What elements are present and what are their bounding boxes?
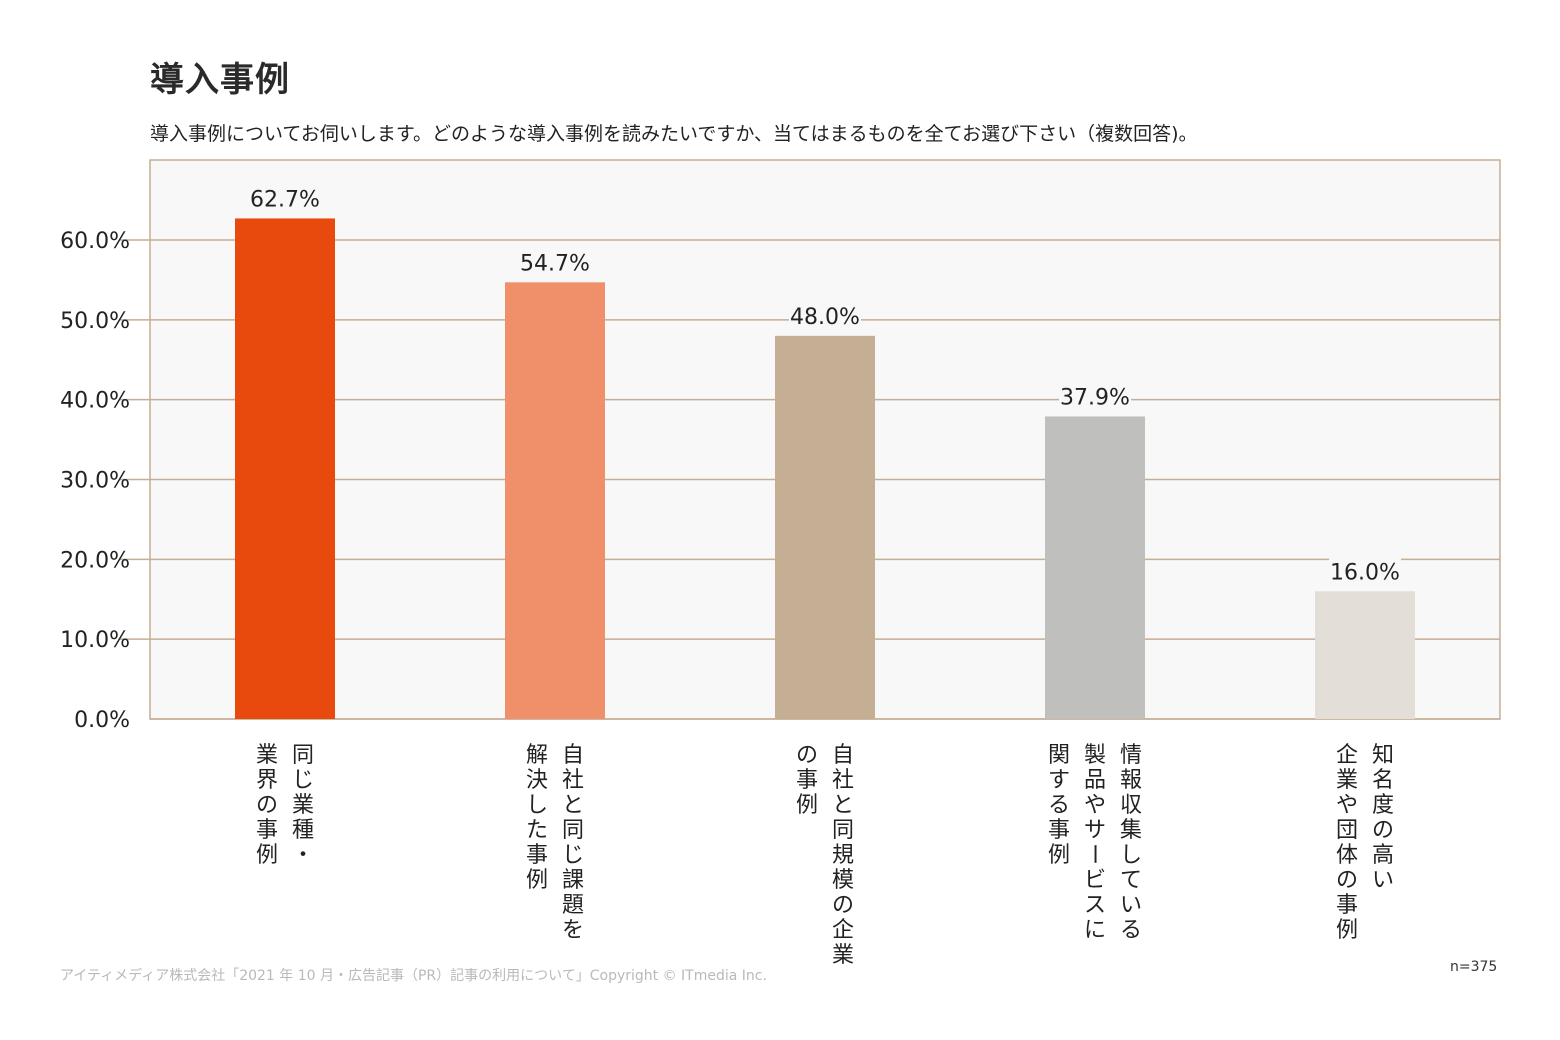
x-category-label-char: 業 xyxy=(256,743,278,768)
x-category-label-char: い xyxy=(1120,893,1142,918)
data-label: 54.7% xyxy=(520,251,590,276)
data-label: 62.7% xyxy=(250,187,320,212)
x-category-label-char: 高 xyxy=(1372,843,1394,868)
x-category-label-char: 事 xyxy=(1336,893,1358,918)
data-label: 48.0% xyxy=(790,305,860,330)
x-category-label-char: 収 xyxy=(1120,793,1142,818)
x-category-label-char: 団 xyxy=(1336,818,1358,843)
x-category-label-char: い xyxy=(1372,868,1394,893)
x-category-label-char: 事 xyxy=(1048,818,1070,843)
question-text: 導入事例についてお伺いします。どのような導入事例を読みたいですか、当てはまるもの… xyxy=(150,123,1198,145)
x-category-label-char: 名 xyxy=(1372,768,1394,793)
x-category-label-char: に xyxy=(1084,918,1106,943)
x-category-label-char: サ xyxy=(1084,818,1106,843)
x-category-label-char: 例 xyxy=(1336,918,1358,943)
x-category-label-char: 報 xyxy=(1120,768,1142,793)
x-category-label-char: 事 xyxy=(796,768,818,793)
x-category-label-char: と xyxy=(562,793,584,818)
x-category-label-char: ビ xyxy=(1084,868,1106,893)
x-category-label-char: 同 xyxy=(562,818,584,843)
x-category-label-char: 企 xyxy=(832,918,854,943)
x-category-label-char: る xyxy=(1048,793,1070,818)
data-label-bg xyxy=(249,184,321,209)
x-category-label-char: 業 xyxy=(292,793,314,818)
x-category-label-char: の xyxy=(832,893,854,918)
x-category-label-char: 自 xyxy=(562,743,584,768)
bar xyxy=(1315,591,1415,719)
x-category-label-char: や xyxy=(1336,793,1358,818)
x-category-label-char: 自 xyxy=(832,743,854,768)
data-label-bg xyxy=(789,301,861,326)
x-category-label-char: 例 xyxy=(1048,843,1070,868)
sample-size: n=375 xyxy=(1450,959,1498,975)
y-tick-label: 0.0% xyxy=(74,708,130,733)
x-category-label-char: 知 xyxy=(1372,743,1394,768)
x-category-label-char: ・ xyxy=(292,843,314,868)
bar xyxy=(1045,416,1145,719)
x-category-label-char: 例 xyxy=(256,843,278,868)
x-category-label-char: 例 xyxy=(526,868,548,893)
x-category-label-char: 規 xyxy=(832,843,854,868)
x-category-label-char: 例 xyxy=(796,793,818,818)
x-category-label-char: 種 xyxy=(292,818,314,843)
x-category-label-char: 決 xyxy=(526,768,548,793)
y-tick-label: 10.0% xyxy=(60,628,130,653)
y-tick-label: 20.0% xyxy=(60,548,130,573)
x-category-label-char: を xyxy=(562,918,584,943)
x-category-label-char: 同 xyxy=(832,818,854,843)
x-category-label-char: 企 xyxy=(1336,743,1358,768)
x-category-label-char: の xyxy=(796,743,818,768)
bar xyxy=(235,218,335,719)
x-category-label-char: 集 xyxy=(1120,818,1142,843)
page-title: 導入事例 xyxy=(150,60,290,100)
bar xyxy=(775,335,875,719)
x-category-label-char: し xyxy=(1120,843,1142,868)
x-category-label-char: 模 xyxy=(832,868,854,893)
y-tick-label: 40.0% xyxy=(60,389,130,414)
data-label-bg xyxy=(1059,382,1131,407)
x-category-label-char: ー xyxy=(1081,843,1106,865)
x-category-label-char: 同 xyxy=(292,743,314,768)
y-tick-label: 50.0% xyxy=(60,309,130,334)
x-category-label-char: と xyxy=(832,793,854,818)
x-category-label-char: 社 xyxy=(832,768,854,793)
x-category-label-char: 体 xyxy=(1336,843,1358,868)
data-label: 16.0% xyxy=(1330,560,1400,585)
x-category-label-char: 業 xyxy=(832,943,854,968)
copyright-text: アイティメディア株式会社「2021 年 10 月・広告記事（PR）記事の利用につ… xyxy=(60,968,767,984)
x-category-label-char: 課 xyxy=(562,868,584,893)
x-category-label-char: じ xyxy=(292,768,314,793)
y-tick-label: 30.0% xyxy=(60,469,130,494)
data-label: 37.9% xyxy=(1060,385,1130,410)
x-category-label-char: 界 xyxy=(256,768,278,793)
x-category-label-char: 題 xyxy=(562,893,584,918)
data-label-bg xyxy=(519,248,591,273)
x-category-label-char: す xyxy=(1048,768,1070,793)
x-category-label-char: 情 xyxy=(1120,743,1142,768)
x-category-label-char: じ xyxy=(562,843,584,868)
x-category-label-char: た xyxy=(526,818,548,843)
x-category-label-char: 社 xyxy=(562,768,584,793)
x-category-label-char: の xyxy=(256,793,278,818)
x-category-label-char: 業 xyxy=(1336,768,1358,793)
x-category-label-char: 事 xyxy=(256,818,278,843)
x-category-label-char: の xyxy=(1372,818,1394,843)
data-label-bg xyxy=(1329,557,1401,582)
x-category-label-char: 品 xyxy=(1084,768,1106,793)
x-category-label-char: て xyxy=(1120,868,1142,893)
bar xyxy=(505,282,605,719)
x-category-label-char: 製 xyxy=(1084,743,1106,768)
x-category-label-char: る xyxy=(1120,918,1142,943)
y-tick-label: 60.0% xyxy=(60,229,130,254)
x-category-label-char: ス xyxy=(1084,893,1106,918)
x-category-label-char: の xyxy=(1336,868,1358,893)
x-category-label-char: 解 xyxy=(526,743,548,768)
x-category-label-char: 関 xyxy=(1048,743,1070,768)
x-category-label-char: 事 xyxy=(526,843,548,868)
x-category-label-char: し xyxy=(526,793,548,818)
x-category-label-char: 度 xyxy=(1372,793,1394,818)
x-category-label-char: や xyxy=(1084,793,1106,818)
